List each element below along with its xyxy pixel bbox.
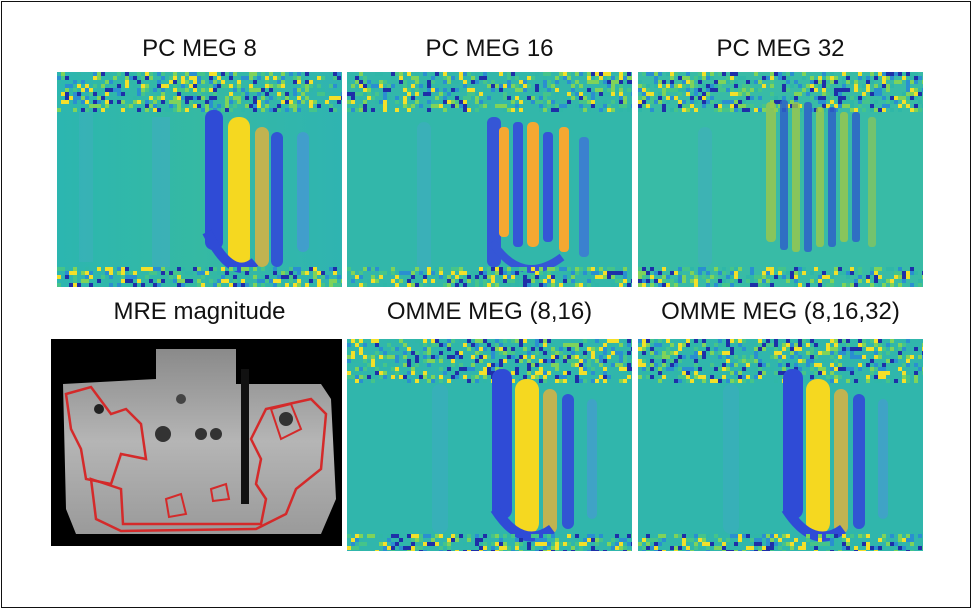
- phase-image-omme32: [638, 339, 923, 551]
- panel-title-omme16: OMME MEG (8,16): [386, 298, 593, 325]
- phase-image-pc8: [57, 72, 342, 287]
- magnitude-image: [51, 339, 342, 546]
- phase-image-omme16: [347, 339, 632, 551]
- panel-title-pc8: PC MEG 8: [142, 35, 257, 62]
- panel-title-magnitude: MRE magnitude: [113, 298, 286, 325]
- panel-title-omme32: OMME MEG (8,16,32): [661, 298, 900, 325]
- panel-title-pc32: PC MEG 32: [716, 35, 845, 62]
- phase-image-pc16: [347, 72, 632, 287]
- phase-image-pc32: [638, 72, 923, 287]
- panel-title-pc16: PC MEG 16: [425, 35, 554, 62]
